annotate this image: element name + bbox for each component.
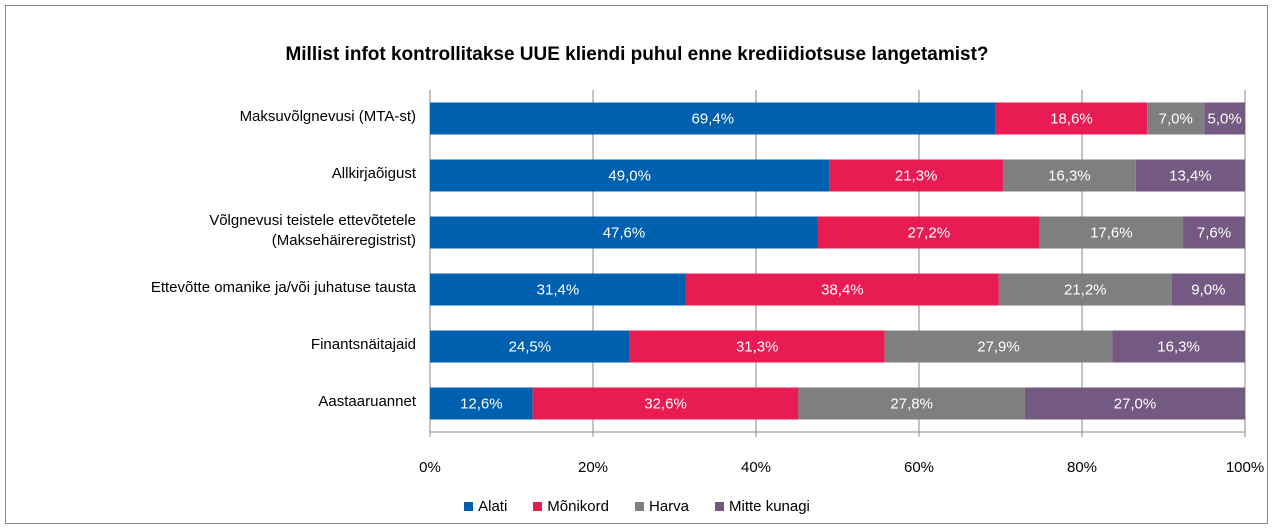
- chart-title: Millist infot kontrollitakse UUE kliendi…: [285, 44, 988, 65]
- legend-label: Harva: [649, 498, 690, 515]
- bar: [629, 330, 885, 363]
- x-tick-label: 0%: [419, 459, 441, 476]
- bar: [998, 273, 1172, 306]
- data-label: 5,0%: [1208, 110, 1242, 127]
- data-label: 7,6%: [1197, 224, 1231, 241]
- bar: [1112, 330, 1245, 363]
- bar: [430, 330, 630, 363]
- legend: Alati Mõnikord Harva Mitte kunagi: [0, 498, 1274, 515]
- legend-item: Mitte kunagi: [715, 498, 810, 515]
- data-label: 27,2%: [908, 224, 951, 241]
- x-tick-label: 60%: [904, 459, 934, 476]
- data-label: 31,3%: [736, 338, 779, 355]
- x-tick-label: 80%: [1067, 459, 1097, 476]
- bar: [1024, 387, 1245, 420]
- chart-border: [5, 5, 1268, 524]
- bar: [1002, 159, 1136, 192]
- data-label: 32,6%: [644, 395, 687, 412]
- legend-label: Alati: [478, 498, 508, 515]
- y-tick-label: Allkirjaõigust: [331, 164, 416, 182]
- bar: [430, 273, 686, 306]
- data-label: 13,4%: [1169, 167, 1212, 184]
- data-label: 16,3%: [1157, 338, 1200, 355]
- data-label: 12,6%: [460, 395, 503, 412]
- bar: [829, 159, 1003, 192]
- legend-swatch: [715, 502, 725, 511]
- data-label: 69,4%: [692, 110, 735, 127]
- bar: [798, 387, 1025, 420]
- bar: [884, 330, 1113, 363]
- legend-item: Mõnikord: [533, 498, 609, 515]
- data-label: 18,6%: [1050, 110, 1093, 127]
- data-label: 9,0%: [1191, 281, 1225, 298]
- data-label: 21,2%: [1064, 281, 1107, 298]
- data-label: 21,3%: [895, 167, 938, 184]
- bar: [430, 159, 830, 192]
- x-tick-label: 20%: [578, 459, 608, 476]
- legend-swatch: [635, 502, 644, 511]
- y-tick-label: Maksuvõlgnevusi (MTA-st): [239, 107, 416, 125]
- bar: [1135, 159, 1245, 192]
- bar: [1171, 273, 1245, 306]
- data-label: 27,8%: [890, 395, 933, 412]
- data-label: 7,0%: [1159, 110, 1193, 127]
- data-label: 31,4%: [537, 281, 580, 298]
- legend-label: Mitte kunagi: [729, 498, 810, 515]
- legend-label: Mõnikord: [547, 498, 609, 515]
- bar: [1183, 216, 1245, 249]
- data-label: 38,4%: [821, 281, 864, 298]
- legend-item: Harva: [635, 498, 689, 515]
- data-label: 49,0%: [608, 167, 651, 184]
- y-tick-label: Aastaaruannet: [318, 392, 416, 410]
- data-label: 27,0%: [1114, 395, 1157, 412]
- legend-swatch: [533, 502, 543, 511]
- bar: [430, 216, 818, 249]
- data-label: 24,5%: [509, 338, 552, 355]
- bar: [532, 387, 799, 420]
- data-label: 27,9%: [977, 338, 1020, 355]
- data-label: 17,6%: [1090, 224, 1133, 241]
- bar: [430, 102, 996, 135]
- bar: [995, 102, 1148, 135]
- data-label: 47,6%: [603, 224, 646, 241]
- legend-swatch: [464, 502, 474, 511]
- x-tick-label: 100%: [1226, 459, 1264, 476]
- bar: [430, 387, 533, 420]
- bar: [1204, 102, 1245, 135]
- bar: [1039, 216, 1184, 249]
- bar: [817, 216, 1040, 249]
- x-tick-label: 40%: [741, 459, 771, 476]
- bar: [685, 273, 999, 306]
- y-tick-label: Võlgnevusi teistele ettevõtetele (Makseh…: [209, 211, 416, 249]
- data-label: 16,3%: [1048, 167, 1091, 184]
- y-tick-label: Finantsnäitajaid: [310, 335, 416, 353]
- legend-item: Alati: [464, 498, 507, 515]
- y-tick-label: Ettevõtte omanike ja/või juhatuse tausta: [150, 278, 416, 296]
- bar: [1147, 102, 1205, 135]
